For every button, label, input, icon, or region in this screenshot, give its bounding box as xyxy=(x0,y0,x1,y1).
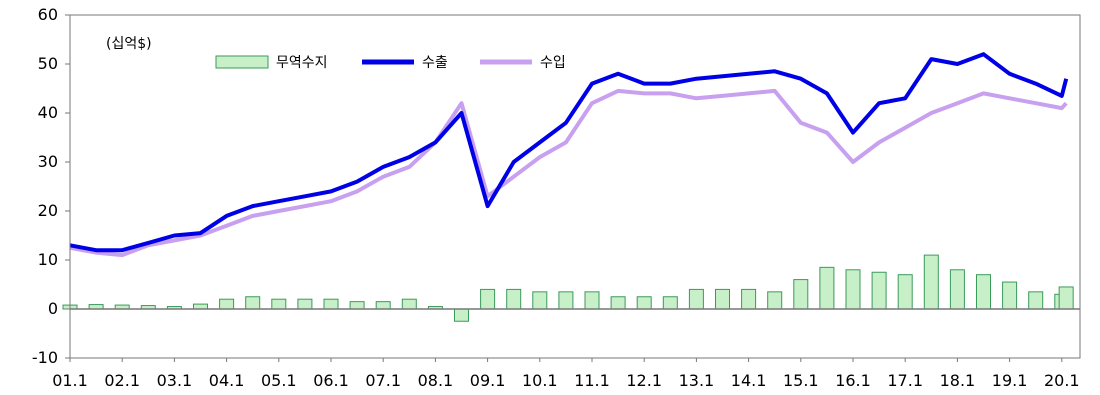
trade-balance-bar xyxy=(506,288,522,310)
legend-label: 수출 xyxy=(422,55,448,71)
x-tick-label: 12.1 xyxy=(626,371,662,390)
trade-balance-bar xyxy=(349,301,365,310)
trade-balance-bar xyxy=(688,288,704,310)
x-tick-label: 06.1 xyxy=(313,371,349,390)
trade-balance-bar xyxy=(271,298,287,310)
trade-balance-bar xyxy=(793,279,809,310)
trade-balance-bar xyxy=(662,296,678,310)
y-tick-label: 30 xyxy=(38,152,58,171)
x-tick-label: 10.1 xyxy=(522,371,558,390)
legend: 무역수지 수출 수입 xyxy=(215,55,566,71)
trade-balance-bars xyxy=(62,254,1074,322)
x-tick-label: 05.1 xyxy=(261,371,297,390)
y-tick-label: -10 xyxy=(32,348,58,367)
exports-line xyxy=(69,52,1069,253)
trade-balance-bar xyxy=(897,274,913,310)
x-tick-label: 08.1 xyxy=(418,371,454,390)
trade-balance-bar xyxy=(949,269,965,310)
trade-balance-bar xyxy=(741,288,757,310)
trade-balance-bar xyxy=(375,301,391,310)
x-tick-label: 03.1 xyxy=(157,371,193,390)
y-tick-label: 50 xyxy=(38,54,58,73)
x-tick-label: 14.1 xyxy=(731,371,767,390)
trade-balance-bar xyxy=(871,271,887,310)
imports-line xyxy=(69,88,1068,258)
trade-balance-bar xyxy=(558,291,574,310)
trade-balance-bar xyxy=(219,298,235,310)
x-tick-label: 09.1 xyxy=(470,371,506,390)
trade-balance-bar xyxy=(767,291,783,310)
x-tick-label: 04.1 xyxy=(209,371,245,390)
trade-balance-bar xyxy=(1028,291,1044,310)
trade-balance-bar xyxy=(454,308,469,322)
axes: -10 0 10 20 30 40 50 60 01.1 02.1 03.1 04.1 05.1 06.1… xyxy=(32,5,1081,390)
legend-swatch-balance xyxy=(215,55,269,69)
x-tick-label: 01.1 xyxy=(52,371,88,390)
trade-balance-bar xyxy=(923,254,939,310)
legend-label: 수입 xyxy=(540,55,566,71)
x-tick-label: 13.1 xyxy=(679,371,715,390)
trade-balance-bar xyxy=(532,291,548,310)
x-tick-label: 19.1 xyxy=(992,371,1028,390)
trade-balance-bar xyxy=(584,291,600,310)
series-lines xyxy=(69,52,1069,258)
trade-balance-bar xyxy=(845,269,861,310)
unit-label: (십억$) xyxy=(106,36,152,52)
trade-balance-bar xyxy=(819,266,835,310)
legend-label: 무역수지 xyxy=(276,55,328,71)
trade-balance-bar xyxy=(323,298,339,310)
trade-balance-bar xyxy=(636,296,652,310)
y-tick-label: 10 xyxy=(38,250,58,269)
trade-balance-bar xyxy=(1002,281,1018,310)
x-tick-label: 20.1 xyxy=(1044,371,1080,390)
x-tick-label: 11.1 xyxy=(574,371,610,390)
y-tick-label: 60 xyxy=(38,5,58,24)
trade-balance-bar xyxy=(480,288,496,310)
x-tick-label: 16.1 xyxy=(835,371,871,390)
y-tick-label: 0 xyxy=(48,299,58,318)
trade-balance-bar xyxy=(715,288,730,310)
x-tick-label: 15.1 xyxy=(783,371,819,390)
trade-balance-bar xyxy=(297,298,313,310)
y-tick-label: 40 xyxy=(38,103,58,122)
plot-frame xyxy=(69,14,1081,359)
x-tick-label: 07.1 xyxy=(365,371,401,390)
y-tick-label: 20 xyxy=(38,201,58,220)
x-tick-label: 02.1 xyxy=(104,371,140,390)
trade-balance-bar xyxy=(245,296,261,310)
trade-balance-bar xyxy=(610,296,626,310)
trade-balance-bar xyxy=(1058,286,1074,310)
trade-balance-bar xyxy=(401,298,417,310)
trade-balance-bar xyxy=(976,274,991,310)
x-tick-label: 17.1 xyxy=(887,371,923,390)
x-tick-label: 18.1 xyxy=(940,371,976,390)
